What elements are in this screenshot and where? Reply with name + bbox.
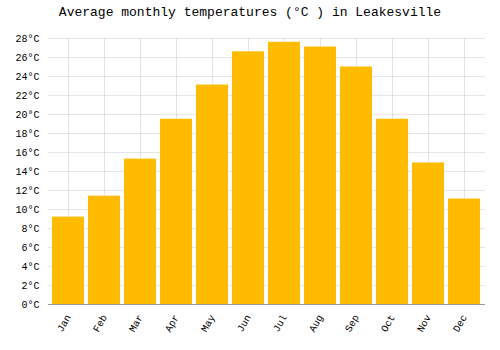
svg-text:14°C: 14°C [15, 167, 39, 178]
svg-text:8°C: 8°C [21, 224, 39, 235]
svg-text:Aug: Aug [307, 313, 326, 334]
svg-text:Jul: Jul [271, 313, 290, 334]
svg-text:12°C: 12°C [15, 186, 39, 197]
html-text:Average monthly temperatures (: Average monthly temperatures (°C ) in Le… [58, 5, 442, 20]
svg-text:24°C: 24°C [15, 72, 39, 83]
svg-text:Apr: Apr [163, 313, 182, 334]
svg-text:22°C: 22°C [15, 91, 39, 102]
svg-text:Jan: Jan [55, 313, 74, 334]
svg-text:Mar: Mar [127, 313, 146, 334]
svg-text:Feb: Feb [91, 313, 110, 334]
svg-text:20°C: 20°C [15, 110, 39, 121]
svg-text:Oct: Oct [379, 313, 398, 334]
svg-text:18°C: 18°C [15, 129, 39, 140]
svg-text:4°C: 4°C [21, 262, 39, 273]
svg-text:Dec: Dec [451, 313, 470, 334]
svg-text:Jun: Jun [235, 313, 254, 334]
svg-text:0°C: 0°C [21, 300, 39, 311]
svg-text:Nov: Nov [415, 313, 434, 334]
svg-text:28°C: 28°C [15, 34, 39, 45]
svg-text:May: May [199, 313, 218, 334]
svg-text:10°C: 10°C [15, 205, 39, 216]
svg-text:Sep: Sep [343, 313, 362, 334]
svg-text:26°C: 26°C [15, 53, 39, 64]
svg-text:6°C: 6°C [21, 243, 39, 254]
svg-text:2°C: 2°C [21, 281, 39, 292]
svg-text:16°C: 16°C [15, 148, 39, 159]
